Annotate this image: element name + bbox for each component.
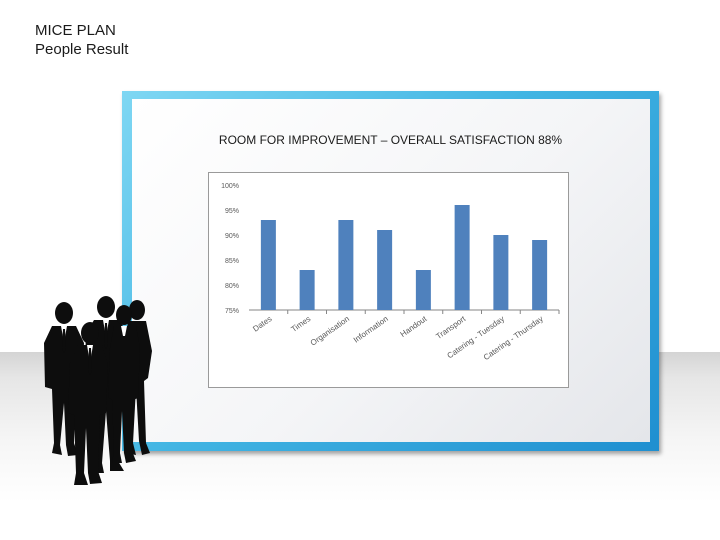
x-tick-label: Organisation — [309, 314, 351, 347]
y-tick-label: 90% — [225, 233, 239, 240]
x-tick-label: Handout — [399, 314, 430, 339]
slide-title: MICE PLAN — [35, 22, 116, 39]
chart-title: ROOM FOR IMPROVEMENT – OVERALL SATISFACT… — [218, 133, 563, 147]
x-tick-label: Information — [352, 314, 390, 344]
bar — [532, 240, 548, 310]
bar — [493, 235, 509, 310]
chart-canvas: 75% 80% 85% 90% 95% 100% Dates TimesOrganisatio… — [221, 183, 560, 362]
x-tick-label: Transport — [434, 314, 468, 341]
x-tick-label: Dates — [251, 314, 273, 333]
bar — [415, 270, 431, 310]
y-tick-label: 75% — [225, 308, 239, 315]
y-tick-label: 85% — [225, 258, 239, 265]
bar — [260, 220, 276, 310]
slide-header: MICE PLAN People Result — [35, 21, 128, 59]
bar — [299, 270, 315, 310]
y-tick-label: 80% — [225, 283, 239, 290]
y-tick-label: 95% — [225, 208, 239, 215]
bar — [338, 220, 354, 310]
y-tick-label: 100% — [221, 183, 239, 190]
bar — [454, 205, 470, 310]
business-people-silhouette — [44, 296, 152, 485]
slide-subtitle: People Result — [35, 41, 129, 58]
bar — [377, 230, 393, 310]
x-tick-label: Times — [290, 314, 313, 334]
bar-chart: 75% 80% 85% 90% 95% 100% Dates Times Organisatio… — [208, 172, 569, 388]
